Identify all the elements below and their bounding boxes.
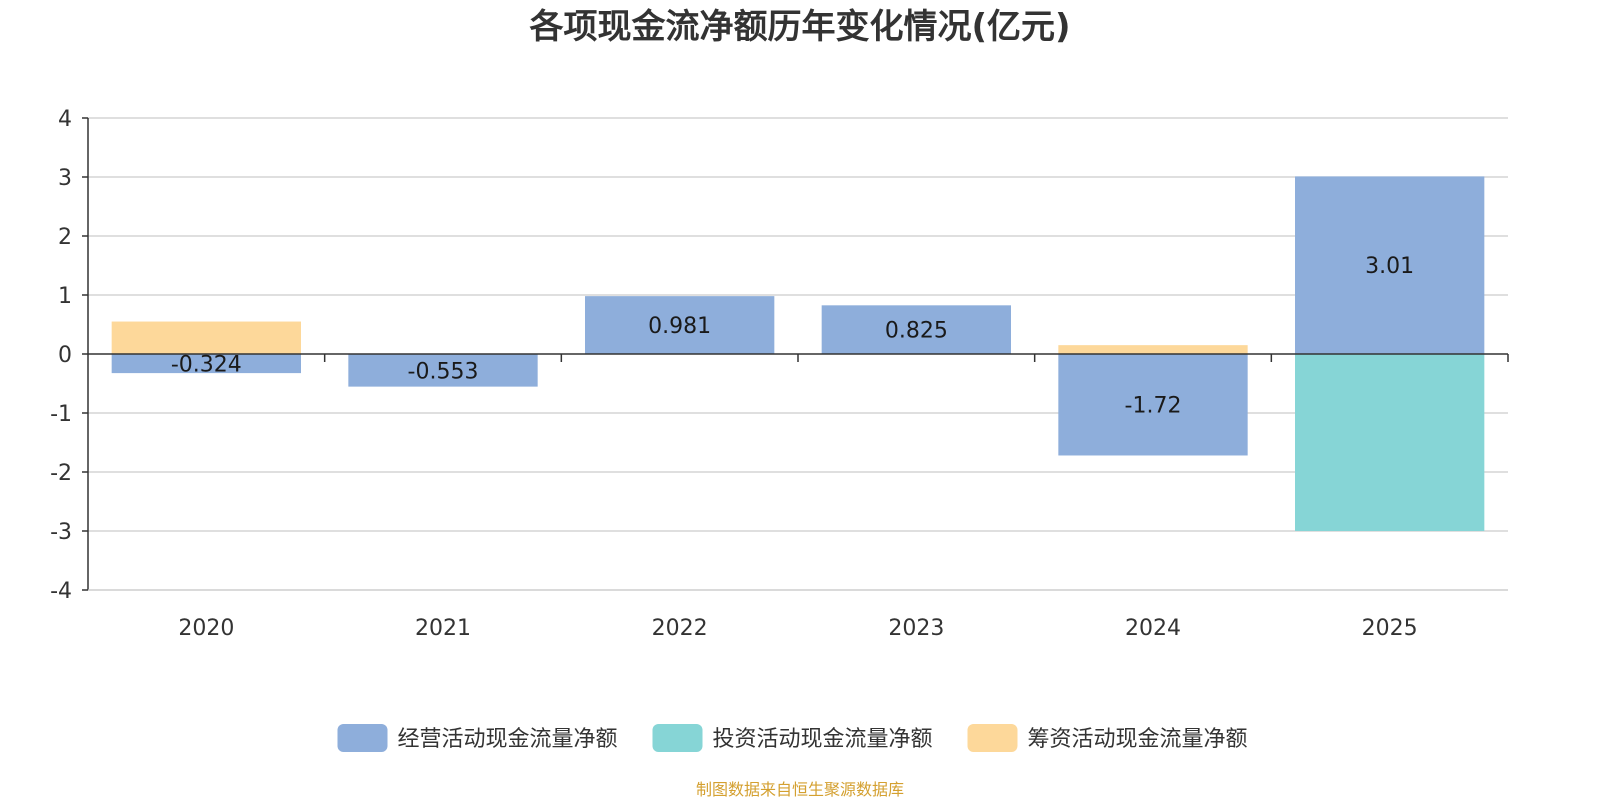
bar-2021-series-1[interactable] [348,354,538,387]
y-tick-label: -2 [50,461,72,486]
y-tick-label: 0 [58,343,72,368]
y-tick-label: 4 [58,107,72,132]
data-label-layer: -0.324 -0.553 0.981 0.825 -1.72 3.01 [171,254,1414,419]
bar-2020-series-3[interactable] [111,321,302,354]
y-tick-label: -1 [50,402,72,427]
axis-layer: -4 -3 -2 -1 0 1 2 3 4 2020 2021 2022 2023 2024 2025 [50,107,1509,641]
legend-label: 经营活动现金流量净额 [398,727,618,752]
data-label-2025: 3.01 [1365,254,1414,279]
x-tick-label: 2023 [888,616,944,641]
source-note: 制图数据来自恒生聚源数据库 [696,780,904,799]
data-label-2024: -1.72 [1125,394,1182,419]
bar-2024-series-3[interactable] [1058,345,1248,354]
data-label-2021: -0.553 [408,359,479,384]
x-tick-label: 2020 [178,616,234,641]
y-tick-label: 3 [58,166,72,191]
chart-title: 各项现金流净额历年变化情况(亿元) [529,7,1070,47]
legend-item-2[interactable]: 投资活动现金流量净额 [652,724,933,752]
x-tick-label: 2025 [1362,616,1418,641]
y-tick-label: -4 [50,579,72,604]
legend-swatch [967,724,1018,752]
legend-item-1[interactable]: 经营活动现金流量净额 [337,724,618,752]
legend-label: 投资活动现金流量净额 [713,727,933,752]
y-tick-label: 2 [58,225,72,250]
bar-2025-series-1[interactable] [1295,176,1485,354]
y-tick-label: -3 [50,520,72,545]
bar-2022-series-1[interactable] [585,296,775,354]
legend-label: 筹资活动现金流量净额 [1028,727,1248,752]
data-label-2023: 0.825 [885,319,948,344]
grid-layer [88,117,1508,591]
x-tick-label: 2024 [1125,616,1181,641]
bar-2023-series-1[interactable] [821,305,1011,354]
data-label-2020: -0.324 [171,353,242,378]
legend[interactable]: 经营活动现金流量净额 投资活动现金流量净额 筹资活动现金流量净额 [337,724,1248,752]
x-tick-label: 2022 [652,616,708,641]
x-tick-label: 2021 [415,616,471,641]
bar-2020-series-1[interactable] [111,354,302,374]
bar-layer [111,176,1485,531]
legend-swatch [337,724,388,752]
legend-item-3[interactable]: 筹资活动现金流量净额 [967,724,1248,752]
bar-2024-series-1[interactable] [1058,354,1248,456]
y-tick-label: 1 [58,284,72,309]
bar-2025-series-2[interactable] [1295,354,1485,531]
data-label-2022: 0.981 [648,314,711,339]
legend-swatch [652,724,703,752]
